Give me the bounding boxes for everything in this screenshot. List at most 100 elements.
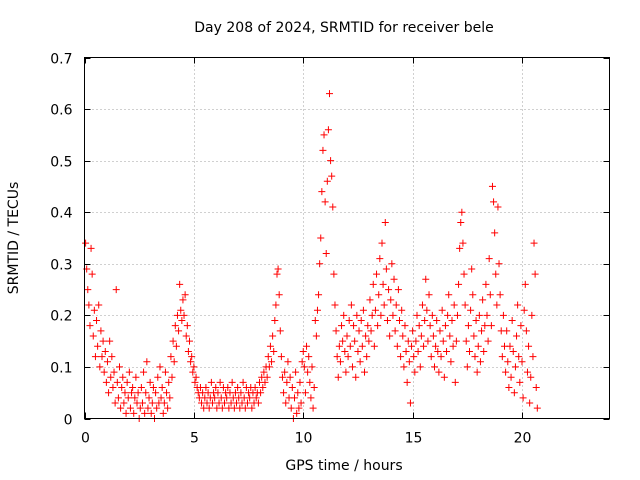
data-point [508, 317, 516, 325]
data-point [310, 384, 318, 392]
data-point [459, 239, 467, 247]
data-point [136, 404, 144, 412]
data-point [339, 337, 347, 345]
data-point [144, 404, 152, 412]
data-point [291, 394, 298, 402]
data-point [318, 188, 326, 196]
y-tick-label: 0.5 [50, 155, 72, 171]
data-point [100, 368, 108, 376]
data-point [91, 353, 99, 361]
axis-tick-labels: 0 0.1 0.2 0.3 0.4 0.5 0.6 0.7 0 5 10 15 20 [50, 52, 531, 447]
data-point [418, 301, 426, 309]
data-point [207, 378, 215, 386]
data-point [184, 347, 192, 355]
data-point [332, 327, 340, 335]
data-point [448, 317, 456, 325]
data-point [105, 389, 113, 397]
data-point [161, 368, 169, 376]
data-point [520, 306, 528, 314]
data-point [315, 291, 323, 299]
data-point [463, 363, 471, 371]
data-point [412, 337, 420, 345]
data-point [313, 306, 321, 314]
data-point [515, 353, 523, 361]
data-point [122, 409, 130, 417]
y-tick-label: 0.1 [50, 361, 72, 377]
data-point [299, 347, 307, 355]
data-point [338, 322, 346, 330]
data-point [386, 332, 394, 340]
data-point [90, 306, 98, 314]
data-point [420, 342, 428, 350]
data-point [125, 368, 133, 376]
data-point [319, 146, 327, 154]
data-point [433, 317, 441, 325]
data-point [103, 358, 111, 366]
data-point [450, 301, 458, 309]
data-point [237, 389, 245, 397]
data-point [99, 337, 107, 345]
data-point [241, 404, 249, 412]
data-point [177, 306, 185, 314]
data-point [516, 378, 524, 386]
data-point [365, 337, 373, 345]
data-point [530, 239, 538, 247]
data-point [353, 311, 361, 319]
data-point [109, 384, 117, 392]
data-point [278, 373, 286, 381]
data-point [95, 301, 103, 309]
data-point [391, 327, 399, 335]
data-point [284, 358, 292, 366]
data-point [405, 358, 413, 366]
data-point [191, 378, 199, 386]
data-point [132, 373, 140, 381]
data-point [82, 239, 90, 247]
data-point [294, 389, 302, 397]
data-point [464, 322, 472, 330]
data-point [123, 378, 131, 386]
data-point [482, 280, 490, 288]
data-point [440, 373, 448, 381]
data-point [400, 363, 408, 371]
x-tick-label: 10 [295, 431, 313, 447]
data-point [411, 368, 419, 376]
data-point [502, 368, 510, 376]
data-point [330, 270, 338, 278]
data-point [474, 342, 482, 350]
data-point [202, 384, 210, 392]
x-tick-label: 15 [405, 431, 423, 447]
data-point [101, 347, 109, 355]
data-point [176, 280, 184, 288]
data-point [441, 322, 449, 330]
data-point [205, 404, 213, 412]
data-point [368, 311, 376, 319]
data-point [96, 363, 104, 371]
x-tick-label: 20 [514, 431, 532, 447]
data-point [131, 394, 139, 402]
data-point [381, 219, 389, 227]
data-point [458, 208, 466, 216]
data-point [265, 363, 273, 371]
data-point [114, 394, 122, 402]
data-point [389, 311, 397, 319]
data-point [416, 363, 424, 371]
data-point [492, 270, 500, 278]
data-point [415, 322, 423, 330]
data-point [444, 311, 452, 319]
data-point [273, 270, 281, 278]
plot-frame [84, 57, 610, 419]
chart-title: Day 208 of 2024, SRMTID for receiver bel… [194, 20, 493, 36]
data-point [496, 291, 504, 299]
data-point [288, 384, 296, 392]
data-point [354, 347, 362, 355]
data-point [481, 322, 489, 330]
data-point [423, 306, 431, 314]
data-point [98, 353, 106, 361]
data-point [192, 373, 200, 381]
data-point [417, 332, 425, 340]
data-point [106, 337, 114, 345]
data-point [88, 270, 96, 278]
data-point [403, 378, 411, 386]
data-point [89, 332, 97, 340]
data-point [484, 337, 492, 345]
